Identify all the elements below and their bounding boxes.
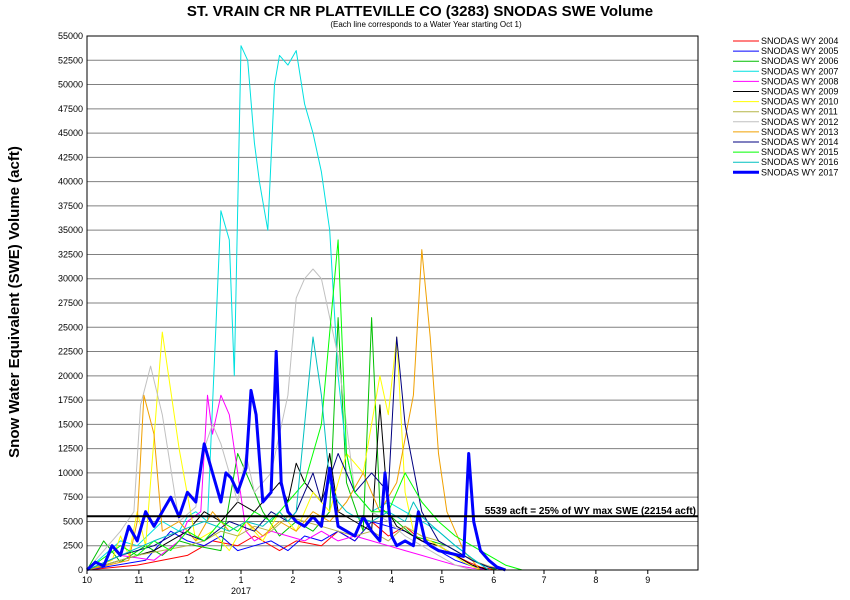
legend-entry: SNODAS WY 2012	[761, 117, 838, 127]
y-tick-label: 30000	[58, 274, 83, 284]
y-tick-label: 2500	[63, 541, 83, 551]
y-tick-label: 12500	[58, 444, 83, 454]
legend-entry: SNODAS WY 2014	[761, 137, 838, 147]
x-tick-label: 11	[134, 575, 143, 585]
legend-entry: SNODAS WY 2013	[761, 127, 838, 137]
x-axis-ticks: 10 11 12 1 2 3 4 5 6 7 8 9	[82, 570, 650, 585]
reference-line-label: 5539 acft = 25% of WY max SWE (22154 acf…	[485, 506, 696, 517]
y-axis-ticks: 0 2500 5000 7500 10000 12500 15000 17500 20000 22…	[58, 31, 83, 575]
x-tick-label: 2	[290, 575, 295, 585]
y-tick-label: 47500	[58, 104, 83, 114]
series-lines	[85, 45, 523, 572]
series-line-snodas-wy-2009	[86, 404, 489, 571]
y-tick-label: 17500	[58, 395, 83, 405]
x-tick-label: 3	[337, 575, 342, 585]
legend-entry: SNODAS WY 2010	[761, 97, 838, 107]
series-line-snodas-wy-2013	[86, 249, 481, 571]
y-tick-label: 10000	[58, 468, 83, 478]
x-tick-label: 10	[82, 575, 92, 585]
legend-entry: SNODAS WY 2006	[761, 56, 838, 66]
legend-entry: SNODAS WY 2007	[761, 66, 838, 76]
series-line-snodas-wy-2007	[86, 45, 490, 571]
series-line-snodas-wy-2017	[85, 350, 506, 572]
y-tick-label: 20000	[58, 371, 83, 381]
legend-entry: SNODAS WY 2011	[761, 107, 838, 117]
y-tick-label: 37500	[58, 201, 83, 211]
legend-entry: SNODAS WY 2005	[761, 46, 838, 56]
y-tick-label: 35000	[58, 225, 83, 235]
x-tick-label: 12	[184, 575, 194, 585]
grid-lines	[87, 35, 698, 571]
series-line-snodas-wy-2005	[86, 521, 506, 571]
x-tick-label: 1	[238, 575, 243, 585]
y-tick-label: 25000	[58, 322, 83, 332]
y-tick-label: 55000	[58, 31, 83, 41]
y-tick-label: 15000	[58, 419, 83, 429]
legend-entry: SNODAS WY 2017	[761, 167, 838, 177]
y-tick-label: 7500	[63, 492, 83, 502]
y-tick-label: 42500	[58, 152, 83, 162]
y-tick-label: 50000	[58, 80, 83, 90]
y-tick-label: 45000	[58, 128, 83, 138]
y-tick-label: 52500	[58, 55, 83, 65]
x-tick-label: 6	[491, 575, 496, 585]
chart-subtitle: (Each line corresponds to a Water Year s…	[330, 20, 522, 29]
y-tick-label: 27500	[58, 298, 83, 308]
y-tick-label: 40000	[58, 177, 83, 187]
plot-frame	[86, 35, 699, 571]
legend-entry: SNODAS WY 2016	[761, 157, 838, 167]
y-tick-label: 32500	[58, 249, 83, 259]
y-tick-label: 22500	[58, 347, 83, 357]
legend-entry: SNODAS WY 2015	[761, 147, 838, 157]
legend-entry: SNODAS WY 2008	[761, 76, 838, 86]
x-tick-label: 8	[593, 575, 598, 585]
x-tick-label: 5	[439, 575, 444, 585]
x-tick-label: 7	[541, 575, 546, 585]
legend-entry: SNODAS WY 2009	[761, 87, 838, 97]
series-line-snodas-wy-2015	[86, 239, 523, 571]
y-tick-label: 0	[78, 565, 83, 575]
x-tick-label: 4	[389, 575, 394, 585]
y-tick-label: 5000	[63, 516, 83, 526]
x-axis-year-label: 2017	[231, 586, 251, 596]
legend-entry: SNODAS WY 2004	[761, 36, 838, 46]
y-axis-label: Snow Water Equivalent (SWE) Volume (acft…	[6, 146, 23, 458]
chart-title: ST. VRAIN CR NR PLATTEVILLE CO (3283) SN…	[187, 3, 653, 20]
x-tick-label: 9	[645, 575, 650, 585]
